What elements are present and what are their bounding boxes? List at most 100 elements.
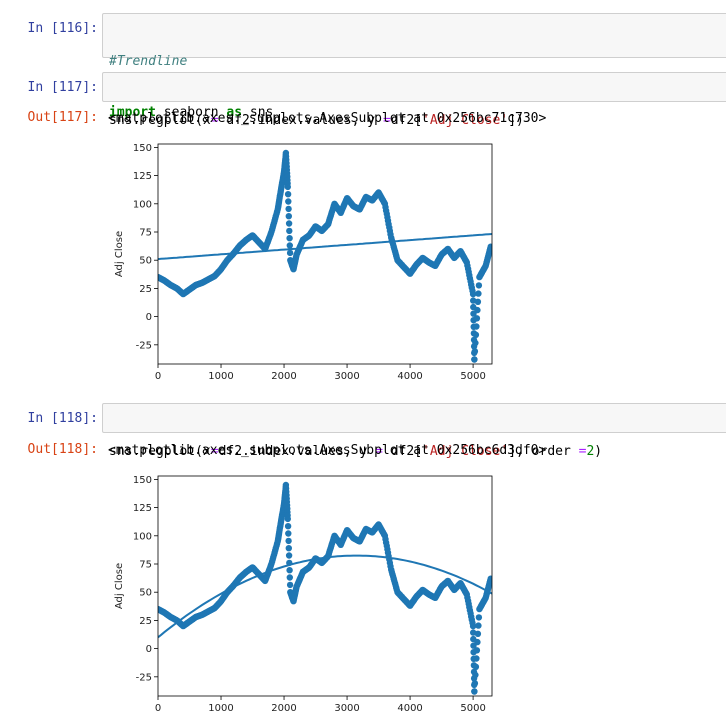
cell-118-out-prompt: Out[118]: xyxy=(27,442,98,457)
scatter-point xyxy=(284,191,292,198)
code-token: df2.index.values, y xyxy=(218,113,383,128)
code-token: import xyxy=(109,105,156,120)
scatter-point xyxy=(285,220,293,227)
x-tick-label: 4000 xyxy=(397,703,422,714)
scatter-point xyxy=(475,290,482,297)
scatter-point xyxy=(284,515,291,523)
x-tick-label: 0 xyxy=(155,703,161,714)
y-tick-label: 125 xyxy=(133,171,152,182)
scatter-point xyxy=(285,198,292,205)
y-tick-label: 150 xyxy=(133,475,152,486)
scatter-point xyxy=(487,243,492,250)
scatter-point xyxy=(472,339,479,347)
scatter-point xyxy=(473,647,481,654)
code-token: as xyxy=(226,105,243,120)
x-tick-label: 2000 xyxy=(271,371,296,382)
cell-118-in-prompt: In [118]: xyxy=(27,411,98,426)
code-token: 'Adj Close' xyxy=(422,113,509,128)
scatter-point xyxy=(469,290,477,298)
code-token: 2 xyxy=(586,444,595,459)
scatter-point xyxy=(285,213,292,220)
plot-area xyxy=(158,149,492,363)
y-tick-label: 75 xyxy=(139,560,152,571)
code-line: import seaborn as sns xyxy=(109,104,726,121)
scatter-point xyxy=(471,688,478,695)
code-line: #Trendline xyxy=(109,53,726,70)
regplot-quadratic-chart: -25 0 25 50 75 100 125 150 0 1000 2000 3000 4000 5000… xyxy=(114,475,493,714)
code-token: #Trendline xyxy=(109,54,188,69)
code-token: df2.index.values, y xyxy=(218,444,376,459)
x-tick-label: 3000 xyxy=(334,703,359,714)
regression-line xyxy=(158,233,492,261)
code-line: sns.regplot(x= df2.index.values, y =df2[… xyxy=(109,112,726,129)
scatter-point xyxy=(284,183,291,191)
regplot-linear-chart: -25 0 25 50 75 100 125 150 0 1000 2000 3000 4000 5000… xyxy=(114,143,493,382)
x-tick-label: 5000 xyxy=(460,703,485,714)
scatter-point xyxy=(487,575,492,582)
y-tick-label: 0 xyxy=(146,644,152,655)
y-tick-label: 100 xyxy=(133,199,152,210)
scatter-point xyxy=(471,348,479,355)
cell-116-in-prompt: In [116]: xyxy=(27,21,98,36)
scatter-point xyxy=(475,614,483,621)
cell-118-code-input[interactable]: sns.regplot(x=df2.index.values, y = df2[… xyxy=(102,403,726,459)
scatter-point xyxy=(286,235,293,242)
y-tick-label: 50 xyxy=(139,588,152,599)
y-axis-label: Adj Close xyxy=(114,563,125,609)
scatter-point xyxy=(472,663,480,670)
cell-116-code-input[interactable]: #Trendline import seaborn as sns xyxy=(102,13,726,120)
code-line: sns.regplot(x=df2.index.values, y = df2[… xyxy=(109,443,726,460)
x-tick-label: 0 xyxy=(155,371,161,382)
code-token: = xyxy=(375,444,383,459)
y-tick-label: 25 xyxy=(139,616,152,627)
code-token: sns xyxy=(242,105,274,120)
scatter-point xyxy=(286,574,293,581)
scatter-point xyxy=(471,356,478,363)
x-tick-label: 5000 xyxy=(460,371,485,382)
scatter-point xyxy=(473,315,481,322)
scatter-point xyxy=(473,655,480,662)
plot-area xyxy=(158,481,492,695)
code-token: 'Adj Close' xyxy=(422,444,509,459)
scatter-point xyxy=(286,581,294,589)
scatter-point xyxy=(475,282,483,289)
cell-117-output-text: <matplotlib.axes._subplots.AxesSubplot a… xyxy=(108,111,547,126)
scatter-point xyxy=(286,249,294,257)
regression-line xyxy=(158,554,492,639)
axes-frame xyxy=(157,475,493,697)
x-tick-label: 2000 xyxy=(271,703,296,714)
y-tick-label: -25 xyxy=(136,672,152,683)
y-tick-label: 25 xyxy=(139,284,152,295)
scatter-point xyxy=(471,680,479,687)
scatter-point xyxy=(285,545,292,552)
y-axis-label: Adj Close xyxy=(114,231,125,277)
cell-117-out-prompt: Out[117]: xyxy=(27,110,98,125)
scatter-point xyxy=(285,552,293,559)
x-tick-label: 3000 xyxy=(334,371,359,382)
y-tick-label: 100 xyxy=(133,531,152,542)
scatter-point xyxy=(474,306,481,314)
y-tick-label: 75 xyxy=(139,228,152,239)
code-token: = xyxy=(210,113,219,128)
x-tick-label: 1000 xyxy=(208,371,233,382)
code-token: seaborn xyxy=(155,105,227,120)
code-token: = xyxy=(382,113,391,128)
scatter-point xyxy=(285,537,292,545)
scatter-point xyxy=(285,205,292,213)
y-tick-label: 150 xyxy=(133,143,152,154)
cell-117-code-input[interactable]: sns.regplot(x= df2.index.values, y =df2[… xyxy=(102,72,726,128)
code-token: sns.regplot(x xyxy=(109,444,211,459)
x-tick-label: 1000 xyxy=(208,703,233,714)
code-token: df2[ xyxy=(382,444,423,459)
scatter-point xyxy=(475,622,482,629)
y-tick-label: 125 xyxy=(133,503,152,514)
code-token: ]) xyxy=(508,113,524,128)
axes-frame xyxy=(157,143,493,365)
code-token: ], order xyxy=(508,444,579,459)
cell-117-in-prompt: In [117]: xyxy=(27,80,98,95)
code-token: = xyxy=(210,444,219,459)
scatter-point xyxy=(284,523,292,530)
code-token: ) xyxy=(594,444,603,459)
x-tick-label: 4000 xyxy=(397,371,422,382)
scatter-point xyxy=(285,530,292,537)
